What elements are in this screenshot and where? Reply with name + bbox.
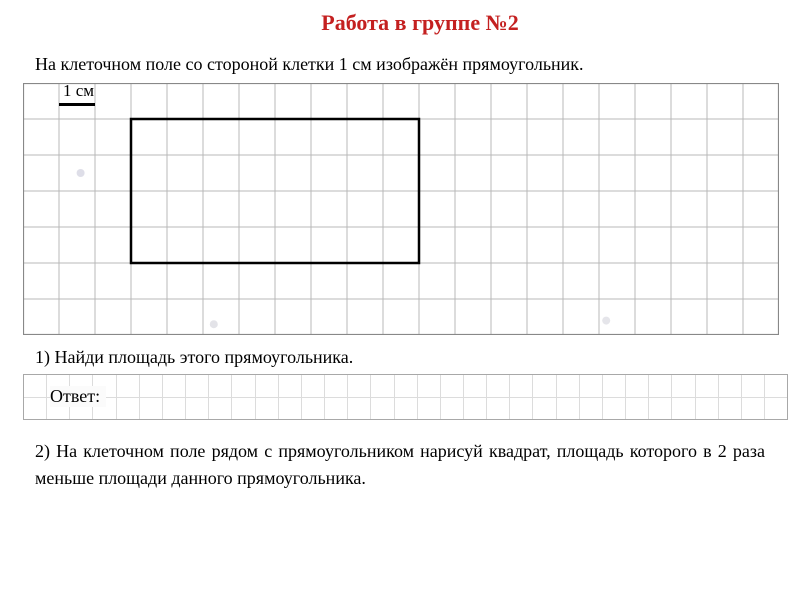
scale-bar [59,103,95,106]
answer-hline [24,397,787,398]
problem-statement: На клеточном поле со стороной клетки 1 с… [15,54,785,75]
scale-label: 1 см [63,81,94,101]
answer-label: Ответ: [50,386,106,407]
question-2: 2) На клеточном поле рядом с прямоугольн… [15,438,785,492]
title-text: Работа в группе №2 [321,10,518,35]
answer-box: Ответ: [23,374,788,420]
grid-diagram: 1 см [23,83,777,335]
grid-svg [23,83,779,335]
worksheet-title: Работа в группе №2 [55,10,785,36]
question-1: 1) Найди площадь этого прямоугольника. [15,347,785,368]
